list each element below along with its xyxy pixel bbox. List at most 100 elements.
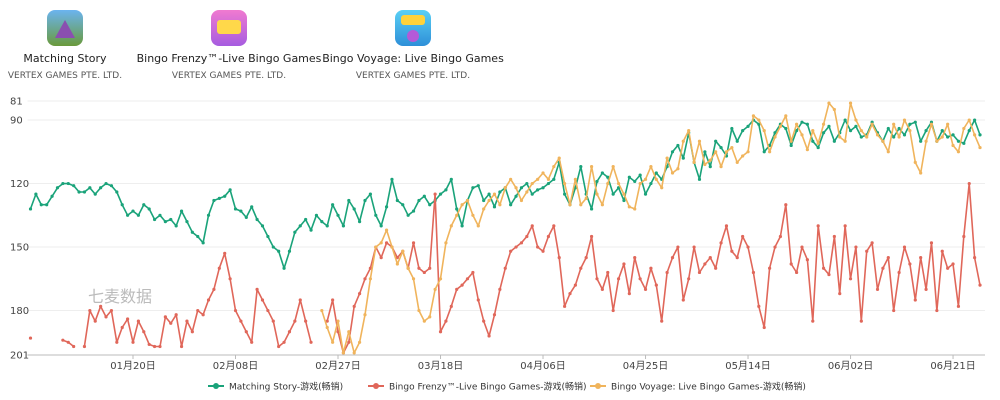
app-publisher: VERTEX GAMES PTE. LTD. [8, 71, 122, 81]
data-point [304, 217, 308, 222]
data-point [158, 213, 162, 217]
data-point [185, 319, 189, 323]
data-point [476, 224, 480, 228]
data-point [190, 330, 194, 334]
data-point [379, 224, 383, 228]
data-point [28, 336, 33, 340]
data-point [509, 249, 513, 253]
data-point [465, 277, 470, 281]
data-point [82, 344, 87, 349]
data-point [838, 292, 842, 296]
y-tick-label: 90 [10, 116, 23, 127]
data-point [708, 165, 712, 169]
data-point [525, 234, 529, 239]
data-point [363, 313, 367, 317]
data-point [104, 181, 108, 186]
data-point [821, 131, 826, 135]
data-point [589, 165, 594, 169]
data-point [573, 177, 577, 181]
data-point [282, 340, 286, 344]
data-point [546, 177, 551, 181]
data-point [271, 319, 275, 323]
data-point [714, 266, 718, 270]
data-point [800, 133, 804, 137]
data-point [503, 186, 507, 190]
data-point [336, 319, 340, 323]
data-point [336, 330, 340, 334]
data-point [865, 249, 869, 253]
data-point [929, 122, 934, 126]
data-point [649, 181, 653, 186]
data-point [158, 344, 162, 349]
data-point [244, 215, 248, 220]
data-point [239, 319, 243, 323]
data-point [811, 129, 815, 133]
data-point [886, 126, 890, 131]
data-point [800, 120, 804, 124]
data-point [293, 319, 297, 323]
data-point [719, 165, 723, 169]
data-point [573, 283, 577, 287]
data-point [908, 129, 912, 133]
data-point [482, 198, 486, 203]
data-point [136, 319, 140, 323]
data-point [120, 203, 124, 207]
x-tick-label: 02月08日 [213, 360, 258, 372]
data-point [514, 186, 518, 190]
data-point [805, 148, 809, 152]
data-point [120, 325, 124, 330]
data-point [50, 194, 54, 198]
data-point [498, 287, 502, 291]
data-point [973, 133, 977, 137]
data-point [174, 313, 178, 317]
data-point [525, 190, 529, 194]
data-point [196, 308, 200, 313]
data-point [697, 177, 702, 181]
data-point [956, 304, 961, 308]
data-point [368, 277, 372, 281]
data-point [492, 192, 497, 196]
data-point [611, 308, 615, 313]
data-point [665, 270, 669, 275]
data-point [660, 186, 664, 190]
data-point [320, 308, 324, 313]
data-point [223, 194, 227, 198]
data-point [428, 315, 432, 319]
icon-art [217, 20, 241, 34]
data-point [978, 145, 982, 150]
legend-swatch [373, 383, 379, 389]
data-point [390, 177, 394, 181]
app-name[interactable]: Bingo Voyage: Live Bingo Games [322, 52, 504, 65]
data-point [897, 126, 901, 131]
data-point [881, 139, 885, 143]
data-point [654, 177, 658, 181]
data-point [142, 330, 146, 334]
data-point [449, 304, 453, 308]
x-tick-label: 01月20日 [110, 360, 155, 372]
data-point [61, 181, 65, 186]
data-point [99, 186, 103, 190]
data-point [509, 203, 513, 207]
data-point [460, 203, 464, 207]
app-name[interactable]: Bingo Frenzy™-Live Bingo Games [137, 52, 322, 65]
data-point [606, 181, 610, 186]
data-point [735, 139, 739, 143]
data-point [719, 145, 723, 150]
data-point [616, 181, 621, 186]
data-point [563, 192, 567, 196]
data-point [347, 330, 351, 334]
data-point [169, 217, 173, 222]
data-point [471, 270, 475, 275]
data-point [870, 122, 874, 126]
data-point [88, 308, 92, 313]
data-point [681, 298, 685, 302]
data-point [455, 213, 459, 217]
data-point [714, 150, 718, 154]
data-point [552, 165, 556, 169]
data-point [784, 114, 788, 118]
data-point [395, 198, 399, 203]
data-point [751, 114, 756, 118]
data-point [169, 321, 173, 325]
app-name[interactable]: Matching Story [23, 52, 107, 65]
